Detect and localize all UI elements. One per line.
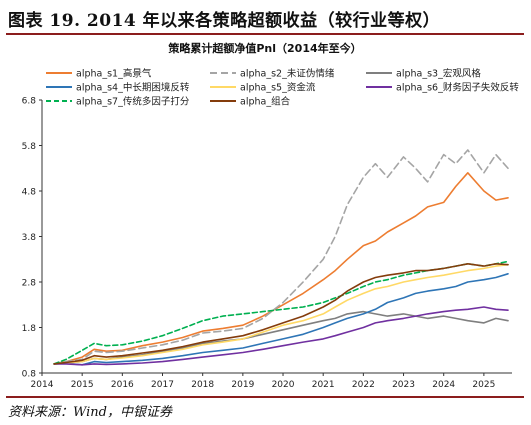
y-tick-label: 0.8 <box>22 370 37 380</box>
series-line-1 <box>53 172 509 365</box>
y-tick-label: 5.8 <box>22 142 37 152</box>
legend-label: alpha_组合 <box>240 96 291 108</box>
title-rule <box>6 33 524 35</box>
legend-label: alpha_s3_宏观风格 <box>396 68 481 80</box>
legend-label: alpha_s4_中长期困境反转 <box>76 82 190 94</box>
line-chart: 策略累计超额净值Pnl（2014年至今） alpha_s1_高景气 alpha_s… <box>22 41 520 390</box>
chart-axes: 0.8 1.8 2.8 3.8 4.8 5.8 6.8 2014 2015 2016 2017 201… <box>22 97 512 390</box>
x-tick-label: 2018 <box>191 380 214 390</box>
legend-label: alpha_s1_高景气 <box>76 68 152 80</box>
series-line-6 <box>53 306 509 366</box>
legend-label: alpha_s5_资金流 <box>240 82 316 94</box>
chart-series <box>53 149 509 366</box>
y-tick-label: 6.8 <box>22 97 37 107</box>
y-tick-label: 3.8 <box>22 233 37 243</box>
x-tick-label: 2023 <box>392 380 415 390</box>
x-tick-label: 2022 <box>352 380 375 390</box>
series-line-2 <box>53 149 509 365</box>
x-tick-label: 2025 <box>472 380 495 390</box>
y-tick-label: 4.8 <box>22 188 37 198</box>
x-tick-label: 2021 <box>312 380 335 390</box>
figure-title: 图表 19. 2014 年以来各策略超额收益（较行业等权） <box>8 11 441 31</box>
series-line-5 <box>53 263 509 365</box>
x-tick-label: 2020 <box>272 380 295 390</box>
x-tick-label: 2017 <box>151 380 174 390</box>
x-tick-label: 2019 <box>231 380 254 390</box>
y-tick-label: 2.8 <box>22 279 37 289</box>
x-tick-label: 2016 <box>111 380 134 390</box>
chart-title: 策略累计超额净值Pnl（2014年至今） <box>167 41 361 55</box>
source-rule <box>6 396 524 398</box>
y-tick-label: 1.8 <box>22 324 37 334</box>
x-tick-label: 2014 <box>31 380 54 390</box>
series-line-4 <box>53 272 509 366</box>
series-line-8 <box>53 262 509 365</box>
x-tick-label: 2015 <box>71 380 94 390</box>
legend-label: alpha_s7_传统多因子打分 <box>76 96 190 108</box>
legend-label: alpha_s6_财务因子失效反转 <box>396 82 519 94</box>
source-note: 资料来源：Wind，中银证券 <box>8 405 172 420</box>
legend-label: alpha_s2_未证伪情绪 <box>240 68 335 80</box>
x-tick-label: 2024 <box>432 380 455 390</box>
chart-legend: alpha_s1_高景气 alpha_s2_未证伪情绪 alpha_s3_宏观风格a… <box>46 68 519 108</box>
